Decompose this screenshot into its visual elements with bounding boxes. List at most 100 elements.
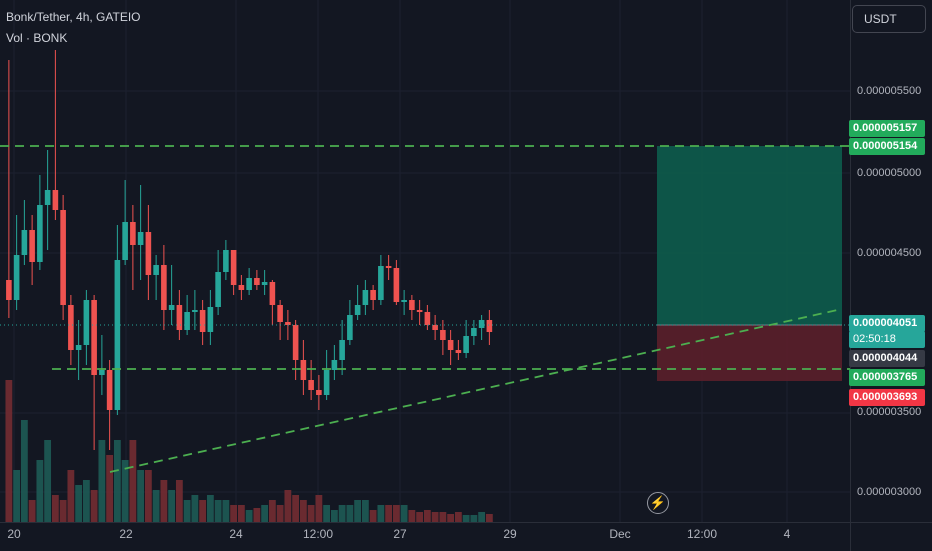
volume-bar [416, 512, 424, 522]
candle-body [207, 307, 214, 332]
lightning-icon[interactable]: ⚡ [647, 492, 669, 514]
volume-bar [113, 440, 121, 522]
candle-body [277, 305, 283, 322]
currency-selector[interactable]: USDT [852, 5, 926, 33]
volume-bar [237, 505, 245, 522]
volume-bar [206, 495, 214, 522]
candle-body [440, 330, 446, 340]
volume-bar [82, 480, 90, 522]
candle-body [339, 340, 345, 360]
candlestick-series [6, 50, 493, 450]
x-tick: Dec [609, 527, 631, 541]
volume-bar [5, 380, 13, 522]
volume-bar [67, 470, 75, 522]
volume-bar [268, 500, 276, 522]
candle-body [308, 380, 314, 390]
candle-body [261, 282, 268, 285]
y-tick: 0.000003500 [857, 406, 922, 418]
volume-bar [28, 500, 36, 522]
candle-body [401, 300, 407, 302]
candle-body [230, 250, 237, 285]
x-tick: 29 [503, 527, 517, 541]
candle-body [455, 350, 462, 353]
x-tick: 27 [393, 527, 407, 541]
volume-bar [454, 512, 462, 522]
candle-body [137, 232, 144, 245]
volume-bar [214, 500, 222, 522]
volume-bar [199, 500, 207, 522]
candle-body [91, 300, 97, 375]
candle-body [300, 360, 307, 380]
volume-bar [152, 490, 160, 522]
support-price-tag: 0.000003765 [849, 369, 925, 386]
y-tick: 0.000005000 [857, 167, 922, 179]
axis-corner [850, 522, 932, 551]
volume-bar [183, 500, 191, 522]
x-tick: 20 [7, 527, 21, 541]
volume-bar [330, 510, 338, 522]
volume-bar [98, 440, 106, 522]
candle-body [409, 300, 415, 310]
y-tick: 0.000005500 [857, 85, 922, 97]
candle-body [52, 190, 59, 210]
stop-loss-price-tag: 0.000003693 [849, 389, 925, 406]
candle-body [6, 280, 12, 300]
take-profit-zone [657, 146, 842, 325]
y-tick: 0.000003000 [857, 486, 922, 498]
volume-bar [253, 508, 261, 522]
candle-body [21, 230, 28, 255]
volume-bar [361, 500, 369, 522]
candle-body [75, 345, 82, 350]
candle-body [424, 312, 431, 325]
volume-bar [346, 505, 354, 522]
price-axis[interactable] [850, 0, 932, 522]
volume-bar [245, 510, 253, 522]
candle-body [354, 305, 361, 315]
volume-bar [307, 505, 315, 522]
candle-body [347, 315, 353, 340]
candle-body [416, 310, 423, 312]
volume-bar [478, 512, 486, 522]
countdown-timer: 02:50:18 [849, 331, 925, 348]
x-tick: 12:00 [686, 527, 718, 541]
candle-body [370, 290, 376, 300]
candle-body [106, 370, 113, 410]
volume-bar [13, 470, 21, 522]
volume-bar [392, 505, 400, 522]
candle-body [114, 260, 121, 410]
candle-body [316, 390, 322, 395]
candle-body [385, 266, 392, 268]
candle-body [99, 370, 105, 375]
last-price-tag: 0.000004051 [849, 315, 925, 332]
candle-body [292, 325, 299, 360]
candle-body [199, 310, 206, 332]
volume-bar [439, 512, 447, 522]
candle-body [238, 285, 245, 290]
volume-bar [44, 440, 52, 522]
candle-body [176, 305, 183, 330]
candle-body [486, 320, 493, 332]
trend-line [109, 308, 843, 473]
x-tick: 22 [119, 527, 133, 541]
candle-body [463, 336, 469, 353]
volume-bar [284, 490, 292, 522]
time-axis[interactable] [0, 522, 850, 551]
candle-body [29, 230, 35, 262]
volume-bar [160, 480, 168, 522]
volume-bar [292, 495, 300, 522]
volume-bar [59, 500, 67, 522]
volume-bar [431, 512, 439, 522]
candle-body [478, 320, 485, 328]
volume-bar [338, 505, 346, 522]
y-tick: 0.000004500 [857, 247, 922, 259]
volume-bar [20, 420, 28, 522]
volume-bar [191, 495, 199, 522]
price-chart[interactable] [0, 0, 850, 522]
chart-title: Bonk/Tether, 4h, GATEIO [6, 10, 141, 24]
volume-legend: Vol · BONK [6, 31, 68, 45]
volume-bar [377, 505, 385, 522]
volume-bar [354, 500, 362, 522]
volume-bar [447, 514, 455, 522]
volume-bar [222, 500, 230, 522]
candle-body [223, 250, 229, 272]
